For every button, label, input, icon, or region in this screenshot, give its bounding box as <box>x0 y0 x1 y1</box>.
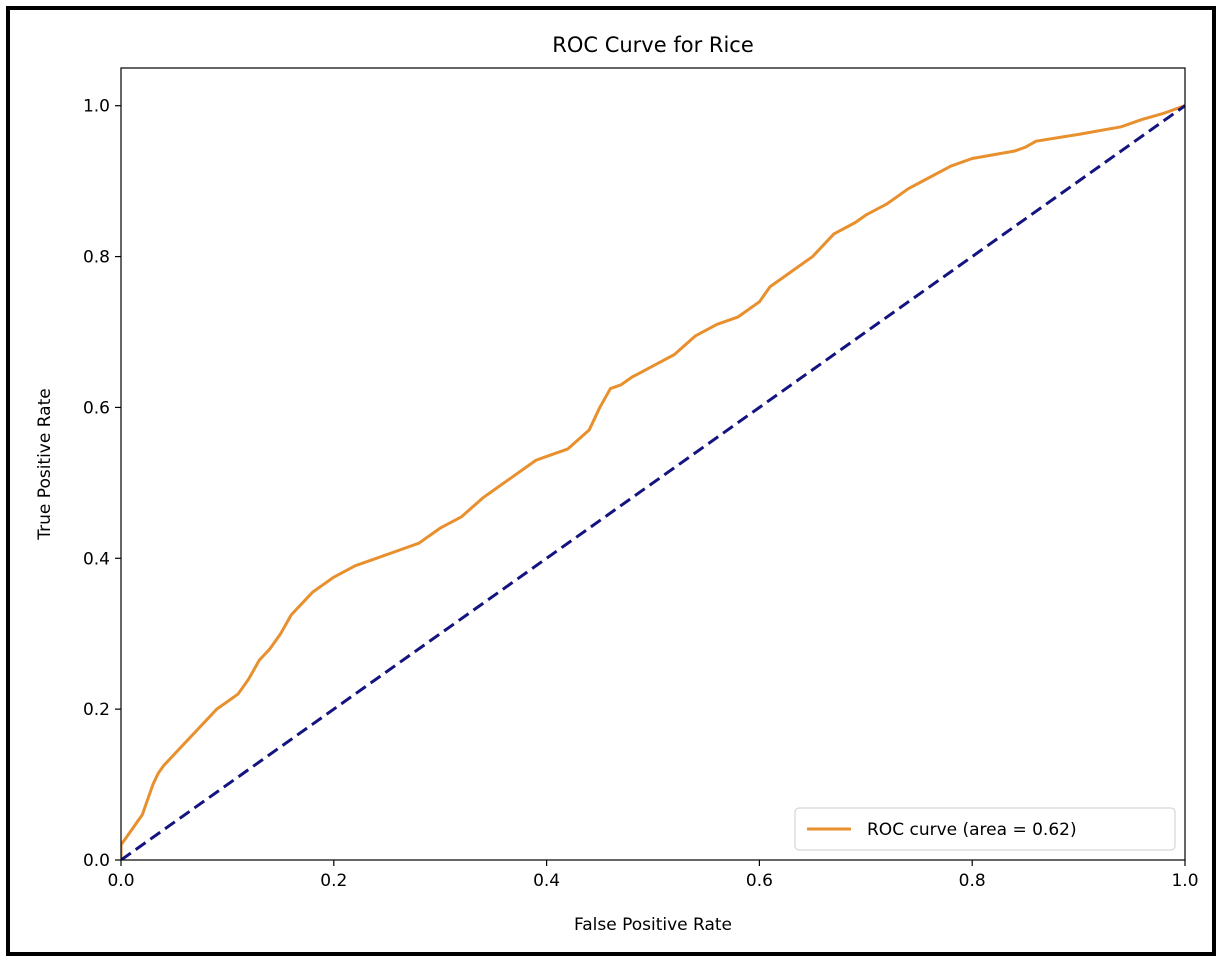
y-tick-label: 0.8 <box>83 248 110 268</box>
figure-frame <box>6 6 1216 956</box>
y-axis-label: True Positive Rate <box>35 388 55 540</box>
x-axis-label: False Positive Rate <box>574 915 732 935</box>
x-tick-label: 0.4 <box>533 871 560 891</box>
x-tick-label: 0.2 <box>320 871 347 891</box>
chance-diagonal-line <box>121 104 1185 860</box>
plot-frame <box>120 67 1186 861</box>
x-tick-label: 0.0 <box>107 871 134 891</box>
plot-area <box>121 104 1185 860</box>
legend-box <box>794 807 1176 851</box>
y-tick-label: 0.2 <box>83 700 110 720</box>
x-tick-label: 0.8 <box>959 871 986 891</box>
y-tick-label: 0.6 <box>83 398 110 418</box>
axes: 0.0 0.2 0.4 0.6 0.8 1.0 0.0 0.2 0.4 0.6 0.8 1.0 <box>83 67 1199 891</box>
x-tick-label: 1.0 <box>1171 871 1198 891</box>
legend: ROC curve (area = 0.62) <box>794 807 1176 851</box>
legend-entry-label: ROC curve (area = 0.62) <box>867 820 1077 840</box>
x-tick-label: 0.6 <box>746 871 773 891</box>
chart-title: ROC Curve for Rice <box>552 33 754 57</box>
y-tick-label: 0.4 <box>83 549 110 569</box>
y-tick-label: 1.0 <box>83 97 110 117</box>
roc-curve-line <box>121 104 1185 860</box>
y-tick-label: 0.0 <box>83 851 110 871</box>
